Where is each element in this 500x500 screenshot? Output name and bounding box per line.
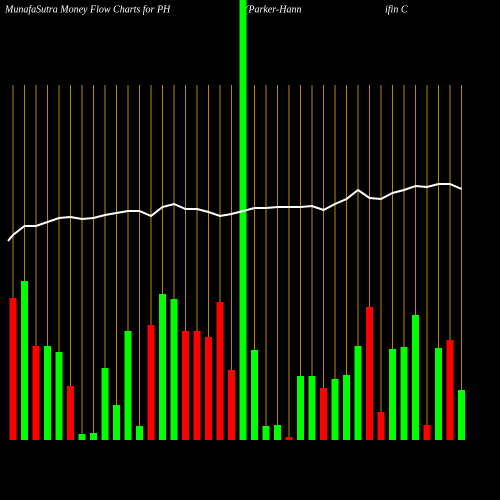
- bar: [331, 379, 339, 440]
- bar: [136, 426, 143, 440]
- bar: [32, 346, 40, 440]
- bar: [297, 376, 304, 440]
- bar: [55, 352, 63, 440]
- bar: [343, 375, 350, 440]
- bar: [320, 388, 327, 440]
- bar: [9, 298, 17, 440]
- bar: [274, 425, 281, 440]
- bar: [159, 294, 166, 440]
- bar: [308, 376, 316, 440]
- bar: [446, 340, 454, 440]
- chart-subtitle: ifin C: [385, 4, 408, 15]
- bar: [239, 0, 247, 440]
- money-flow-line: [7, 183, 462, 242]
- bar: [377, 412, 385, 440]
- bar: [101, 368, 109, 440]
- bar: [366, 307, 373, 440]
- bar: [90, 433, 97, 440]
- chart-title: MunafaSutra Money Flow Charts for PH: [4, 4, 171, 15]
- bar: [67, 386, 74, 440]
- bar: [21, 281, 28, 440]
- bar: [435, 348, 442, 440]
- bar: [251, 350, 258, 440]
- bar: [78, 434, 86, 440]
- bar: [205, 337, 212, 440]
- bar: [400, 347, 408, 440]
- bar: [285, 437, 293, 440]
- bar: [113, 405, 120, 440]
- bar: [147, 325, 155, 440]
- bar: [262, 426, 270, 440]
- bar: [423, 425, 431, 440]
- bar: [354, 346, 362, 440]
- bar: [124, 331, 132, 440]
- bar: [44, 346, 51, 440]
- bar: [182, 331, 189, 440]
- chart-subtitle: (Parker-Hann: [245, 4, 301, 15]
- bar: [228, 370, 235, 440]
- bar: [193, 331, 201, 440]
- bar: [170, 299, 178, 440]
- bar: [458, 390, 465, 440]
- bar: [389, 349, 396, 440]
- bar: [216, 302, 224, 440]
- bar: [412, 315, 419, 440]
